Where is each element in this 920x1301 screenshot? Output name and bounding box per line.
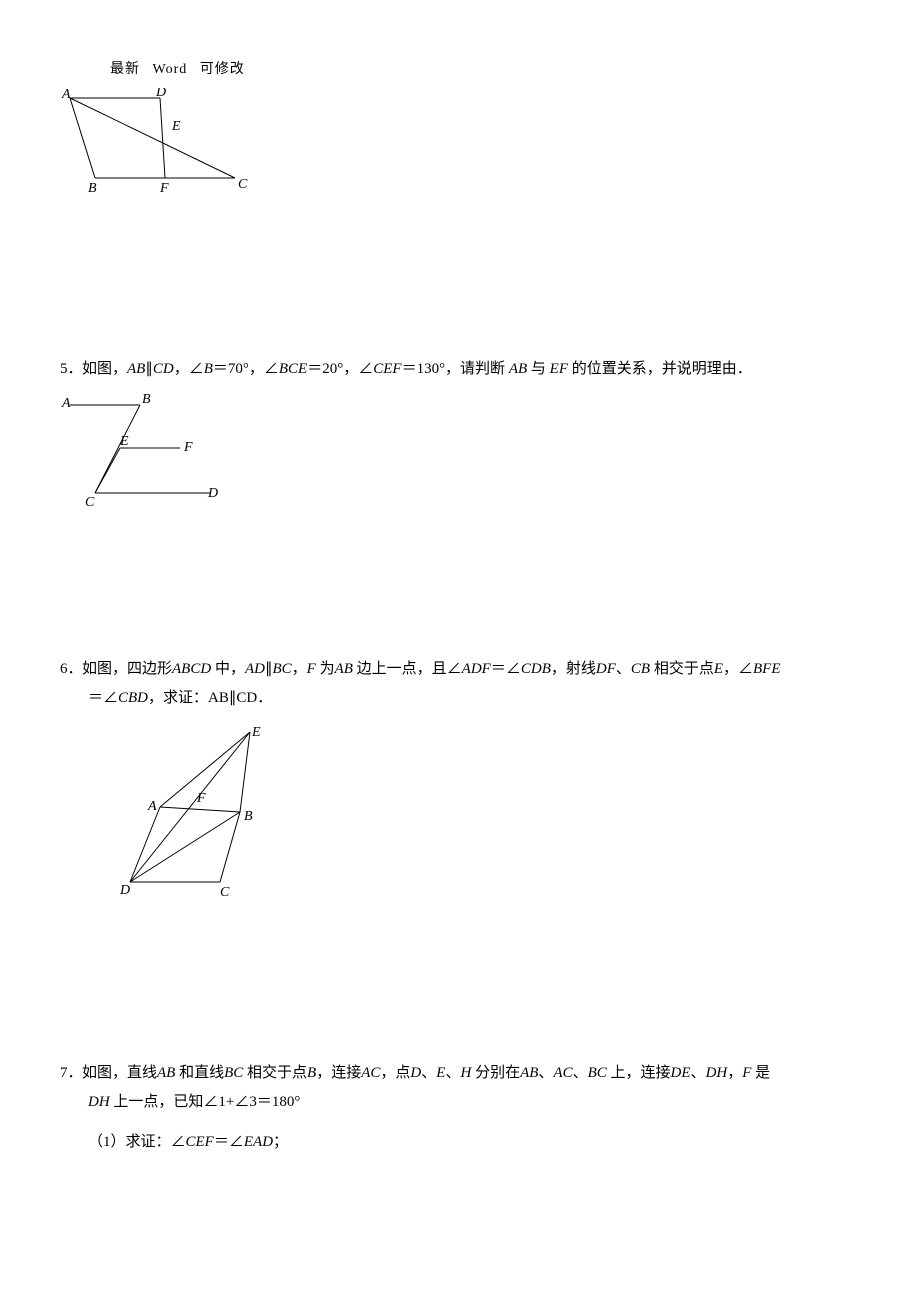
fig3-label-D: D	[120, 883, 130, 898]
header-tag-1: 最新	[110, 62, 140, 77]
fig3-label-E: E	[251, 725, 261, 740]
problem-6-text: 6．如图，四边形ABCD 中，AD∥BC，F 为AB 边上一点，且∠ADF＝∠C…	[60, 655, 860, 684]
problem-7-number: 7．	[60, 1059, 82, 1088]
fig3-label-C: C	[220, 885, 230, 900]
problem-5-number: 5．	[60, 355, 82, 384]
fig3-label-A: A	[147, 799, 157, 814]
figure-1-svg: A D E B F C	[60, 88, 260, 198]
fig2-label-D: D	[207, 486, 218, 501]
figure-3: E A F B D C	[120, 722, 860, 909]
figure-2: A B E F C D	[60, 393, 860, 515]
fig1-label-C: C	[238, 177, 248, 192]
figure-2-svg: A B E F C D	[60, 393, 240, 508]
problem-5: 5．如图，AB∥CD，∠B＝70°，∠BCE＝20°，∠CEF＝130°，请判断…	[60, 355, 860, 384]
header-tag-3: 可修改	[200, 62, 245, 77]
fig1-label-A: A	[61, 88, 71, 102]
fig3-label-F: F	[196, 791, 206, 806]
problem-6: 6．如图，四边形ABCD 中，AD∥BC，F 为AB 边上一点，且∠ADF＝∠C…	[60, 655, 860, 712]
figure-3-svg: E A F B D C	[120, 722, 290, 902]
fig2-label-A: A	[61, 396, 71, 411]
problem-7-text-cont: DH 上一点，已知∠1+∠3＝180°	[60, 1088, 860, 1117]
fig2-label-C: C	[85, 495, 95, 508]
header-note: 最新 Word 可修改	[110, 60, 860, 80]
figure-1: A D E B F C	[60, 88, 860, 205]
fig1-label-B: B	[88, 181, 97, 196]
fig2-label-E: E	[119, 434, 129, 449]
problem-7: 7．如图，直线AB 和直线BC 相交于点B，连接AC，点D、E、H 分别在AB、…	[60, 1059, 860, 1153]
fig1-label-F: F	[159, 181, 169, 196]
problem-5-text: 5．如图，AB∥CD，∠B＝70°，∠BCE＝20°，∠CEF＝130°，请判断…	[60, 355, 860, 384]
header-tag-2: Word	[153, 62, 188, 77]
fig1-label-D: D	[155, 88, 166, 100]
problem-7-sub-1: （1）求证：∠CEF＝∠EAD；	[60, 1132, 860, 1153]
problem-7-text: 7．如图，直线AB 和直线BC 相交于点B，连接AC，点D、E、H 分别在AB、…	[60, 1059, 860, 1088]
problem-6-number: 6．	[60, 655, 82, 684]
document-page: 最新 Word 可修改 A D E B F C 5．如图，AB∥CD，∠B＝70…	[0, 0, 920, 1203]
fig3-label-B: B	[244, 809, 253, 824]
fig2-label-B: B	[142, 393, 151, 407]
fig1-label-E: E	[171, 119, 181, 134]
problem-6-text-cont: ＝∠CBD，求证：AB∥CD．	[60, 684, 860, 713]
fig2-label-F: F	[183, 440, 193, 455]
